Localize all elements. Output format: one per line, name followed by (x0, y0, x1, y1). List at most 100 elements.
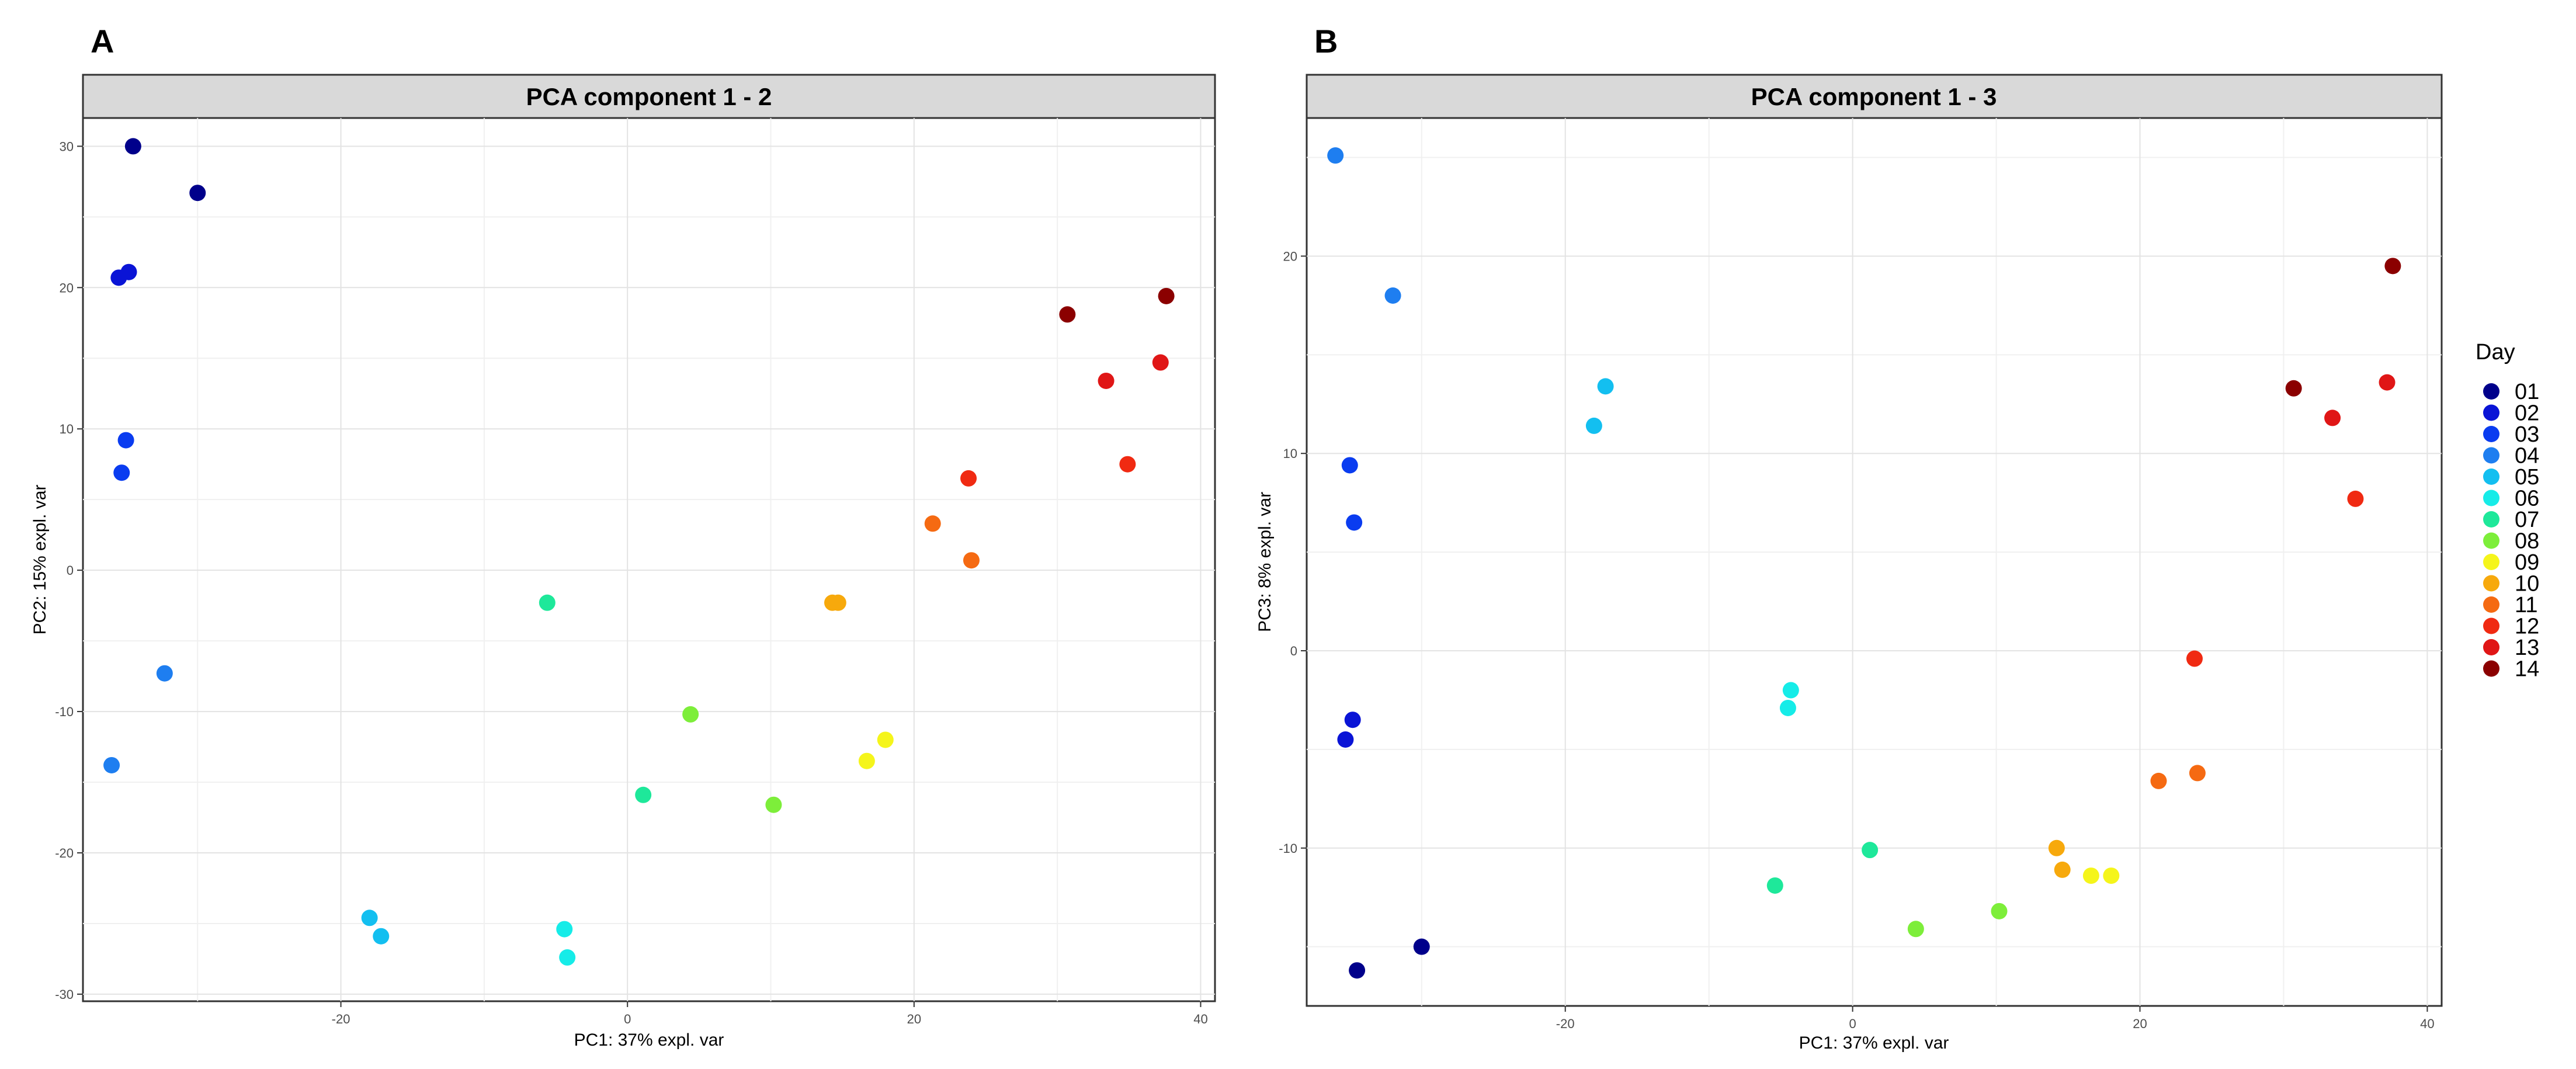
legend-label-day-08: 08 (2515, 529, 2539, 554)
panel-b-point-day-01 (1413, 938, 1430, 955)
panel-b-point-day-10 (2048, 839, 2065, 856)
legend-label-day-06: 06 (2515, 487, 2539, 511)
legend-key-day-03 (2483, 426, 2499, 442)
panel-b-plot-area (1306, 117, 2443, 1007)
panel-a-plot-area (82, 117, 1216, 1002)
panel-a-point-day-01 (124, 138, 141, 155)
panel-a-point-day-13 (1152, 354, 1169, 371)
legend-key-day-11 (2483, 596, 2499, 613)
panel-b-letter: B (1314, 23, 1338, 60)
panel-b-point-day-03 (1346, 514, 1363, 531)
panel-a-point-day-09 (877, 731, 894, 748)
panel-b-x-tick-label: -20 (1556, 1016, 1575, 1031)
panel-a-letter: A (91, 23, 114, 60)
legend-key-day-14 (2483, 660, 2499, 677)
legend-key-day-08 (2483, 532, 2499, 549)
legend-key-day-02 (2483, 404, 2499, 421)
panel-a-point-day-07 (539, 594, 556, 611)
panel-a-point-day-08 (765, 796, 782, 813)
legend-label-day-09: 09 (2515, 550, 2539, 575)
panel-a-point-day-08 (682, 706, 699, 723)
legend-label-day-07: 07 (2515, 508, 2539, 532)
panel-b-point-day-09 (2103, 867, 2120, 884)
panel-b-point-day-13 (2379, 374, 2396, 391)
panel-a-point-day-09 (858, 752, 875, 769)
panel-b-point-day-02 (1344, 711, 1361, 728)
panel-a-y-tick-label: -20 (55, 846, 74, 860)
panel-b-point-day-05 (1597, 378, 1614, 395)
legend-label-day-13: 13 (2515, 636, 2539, 660)
panel-a-title: PCA component 1 - 2 (526, 83, 772, 110)
panel-b-x-tick-label: 20 (2133, 1016, 2147, 1031)
legend-key-day-07 (2483, 511, 2499, 527)
panel-b-point-day-11 (2150, 772, 2167, 789)
legend-label-day-10: 10 (2515, 572, 2539, 596)
panel-b-y-tick-label: 20 (1283, 249, 1297, 263)
panel-a-point-day-14 (1059, 306, 1076, 323)
panel-a-point-day-02 (120, 263, 137, 280)
panel-b-point-day-07 (1766, 877, 1783, 894)
panel-b-x-ticks: -20 0 20 40 (1556, 1006, 2435, 1031)
panel-b-y-tick-label: 0 (1290, 644, 1297, 658)
panel-a-y-tick-label: 30 (60, 139, 74, 154)
panel-b-points (1327, 147, 2401, 979)
panel-a-x-label: PC1: 37% expl. var (574, 1030, 724, 1050)
legend-label-day-04: 04 (2515, 444, 2539, 468)
panel-b-point-day-05 (1585, 417, 1602, 434)
panel-b-point-day-06 (1779, 699, 1796, 716)
panel-a-x-tick-label: 40 (1193, 1012, 1207, 1026)
panel-b-point-day-09 (2082, 867, 2099, 884)
legend-label-day-05: 05 (2515, 465, 2539, 490)
panel-a-x-tick-label: 20 (907, 1012, 921, 1026)
legend-key-day-01 (2483, 383, 2499, 400)
panel-a-y-tick-label: 0 (67, 563, 74, 578)
panel-b-point-day-11 (2189, 765, 2206, 782)
legend-label-day-14: 14 (2515, 657, 2539, 682)
panel-b-x-label: PC1: 37% expl. var (1799, 1033, 1949, 1053)
panel-b-point-day-03 (1341, 457, 1358, 474)
panel-a-point-day-04 (103, 756, 120, 773)
legend-label-day-03: 03 (2515, 422, 2539, 447)
panel-b-point-day-12 (2347, 490, 2364, 507)
panel-a-point-day-07 (635, 786, 652, 803)
panel-a-point-day-05 (361, 910, 378, 926)
panel-a-point-day-01 (189, 185, 206, 202)
panel-b-point-day-02 (1337, 731, 1354, 748)
panel-a-point-day-03 (113, 464, 130, 481)
panel-a-point-day-11 (963, 552, 980, 569)
legend-label-day-02: 02 (2515, 401, 2539, 426)
panel-a-point-day-12 (960, 470, 977, 487)
panel-b-point-day-06 (1782, 682, 1799, 699)
panel-b-point-day-01 (1349, 962, 1366, 979)
panel-a-point-day-11 (924, 515, 941, 532)
panel-a-y-tick-label: 10 (60, 422, 74, 436)
panel-a: A PCA component 1 - 2 -30 -20 -10 0 10 20 30 -… (30, 23, 1216, 1050)
panel-a-point-day-04 (156, 665, 173, 682)
legend-title: Day (2476, 340, 2515, 365)
panel-b-x-tick-label: 40 (2420, 1016, 2434, 1031)
panel-b-x-tick-label: 0 (1849, 1016, 1856, 1031)
panel-b-y-tick-label: 10 (1283, 446, 1297, 461)
legend-key-day-12 (2483, 617, 2499, 634)
legend-label-day-01: 01 (2515, 380, 2539, 404)
panel-a-point-day-03 (117, 432, 134, 449)
panel-b-point-day-12 (2186, 650, 2203, 667)
panel-a-x-ticks: -20 0 20 40 (332, 1001, 1208, 1026)
panel-b-point-day-08 (1907, 921, 1924, 938)
panel-a-y-tick-label: -10 (55, 704, 74, 719)
panel-b-grid (1307, 118, 2442, 1006)
panel-b-point-day-08 (1991, 903, 2008, 919)
panel-b-y-tick-label: -10 (1279, 841, 1297, 856)
panel-a-point-day-05 (373, 928, 390, 945)
panel-a-point-day-06 (556, 921, 573, 938)
panel-b-y-ticks: -10 0 10 20 (1279, 249, 1307, 856)
panel-a-point-day-06 (559, 949, 576, 966)
panel-b-point-day-13 (2324, 409, 2341, 426)
panel-a-x-tick-label: -20 (332, 1012, 350, 1026)
legend-key-day-04 (2483, 447, 2499, 464)
legend-key-day-06 (2483, 490, 2499, 506)
